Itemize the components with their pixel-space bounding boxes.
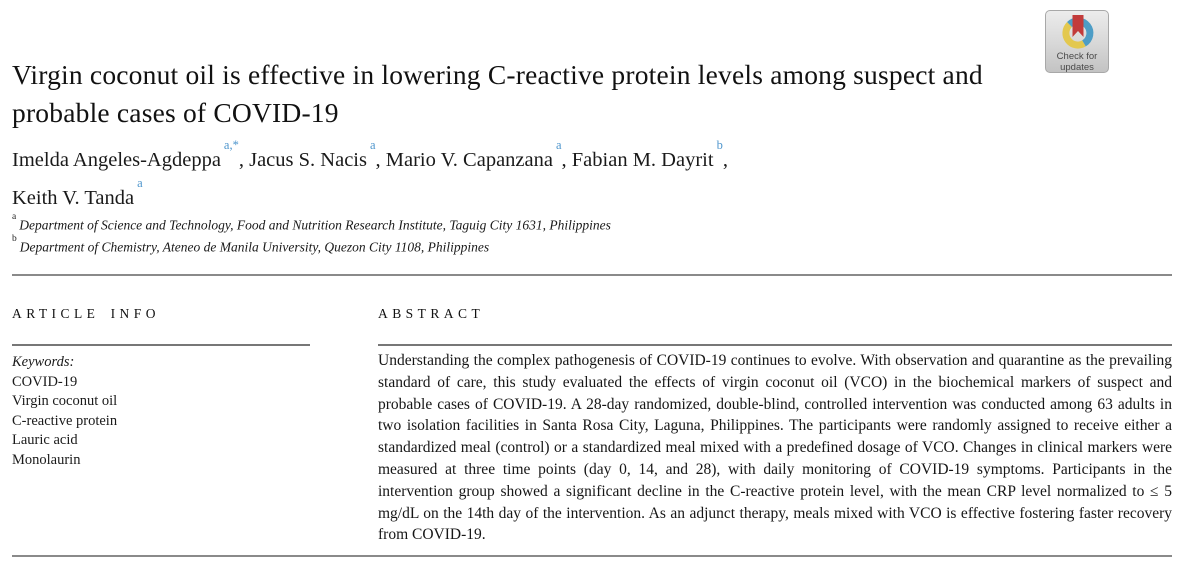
author-affiliation-link[interactable]: a <box>369 138 376 152</box>
keyword: COVID-19 <box>12 373 78 390</box>
affiliation: bDepartment of Chemistry, Ateneo de Mani… <box>12 233 490 255</box>
bottom-divider <box>12 555 1172 557</box>
keyword: Lauric acid <box>12 432 78 448</box>
author-affiliation-link[interactable]: a <box>555 138 562 152</box>
affiliation: aDepartment of Science and Technology, F… <box>12 212 611 233</box>
author: Imelda Angeles-Agdeppaa,*, <box>12 138 250 171</box>
paper-title: Virgin coconut oil is effective in lower… <box>12 59 983 129</box>
abstract-text: Understanding the complex pathogenesis o… <box>378 352 1172 544</box>
author-affiliation-link[interactable]: a <box>137 175 143 190</box>
abstract-divider <box>378 344 1172 346</box>
keyword: Virgin coconut oil <box>12 393 118 409</box>
keywords-label: Keywords: <box>12 354 75 370</box>
keyword: Monolaurin <box>12 451 81 468</box>
keywords-block: Keywords: COVID-19 Virgin coconut oil C-… <box>12 353 312 470</box>
author-affiliation-link[interactable]: b <box>716 138 723 152</box>
check-for-updates-label: Check for updates <box>1056 51 1098 73</box>
article-info-heading: ARTICLE INFO <box>12 306 160 321</box>
crossmark-icon <box>1046 11 1108 51</box>
top-divider <box>12 274 1172 276</box>
abstract-heading: ABSTRACT <box>378 306 485 321</box>
author: Jacus S. Nacisa, <box>249 138 386 171</box>
keyword: C-reactive protein <box>12 412 118 429</box>
author: Fabian M. Dayritb, <box>571 138 728 171</box>
author-affiliation-link[interactable]: a,* <box>223 138 239 152</box>
affiliation-list: aDepartment of Science and Technology, F… <box>12 212 912 256</box>
author: Mario V. Capanzanaa, <box>385 138 572 171</box>
check-for-updates-badge[interactable]: Check for updates <box>1045 10 1109 73</box>
author-list: Imelda Angeles-Agdeppaa,*, Jacus S. Naci… <box>12 138 1012 214</box>
author: Keith V. Tandaa <box>12 175 143 209</box>
article-info-divider <box>12 344 310 346</box>
